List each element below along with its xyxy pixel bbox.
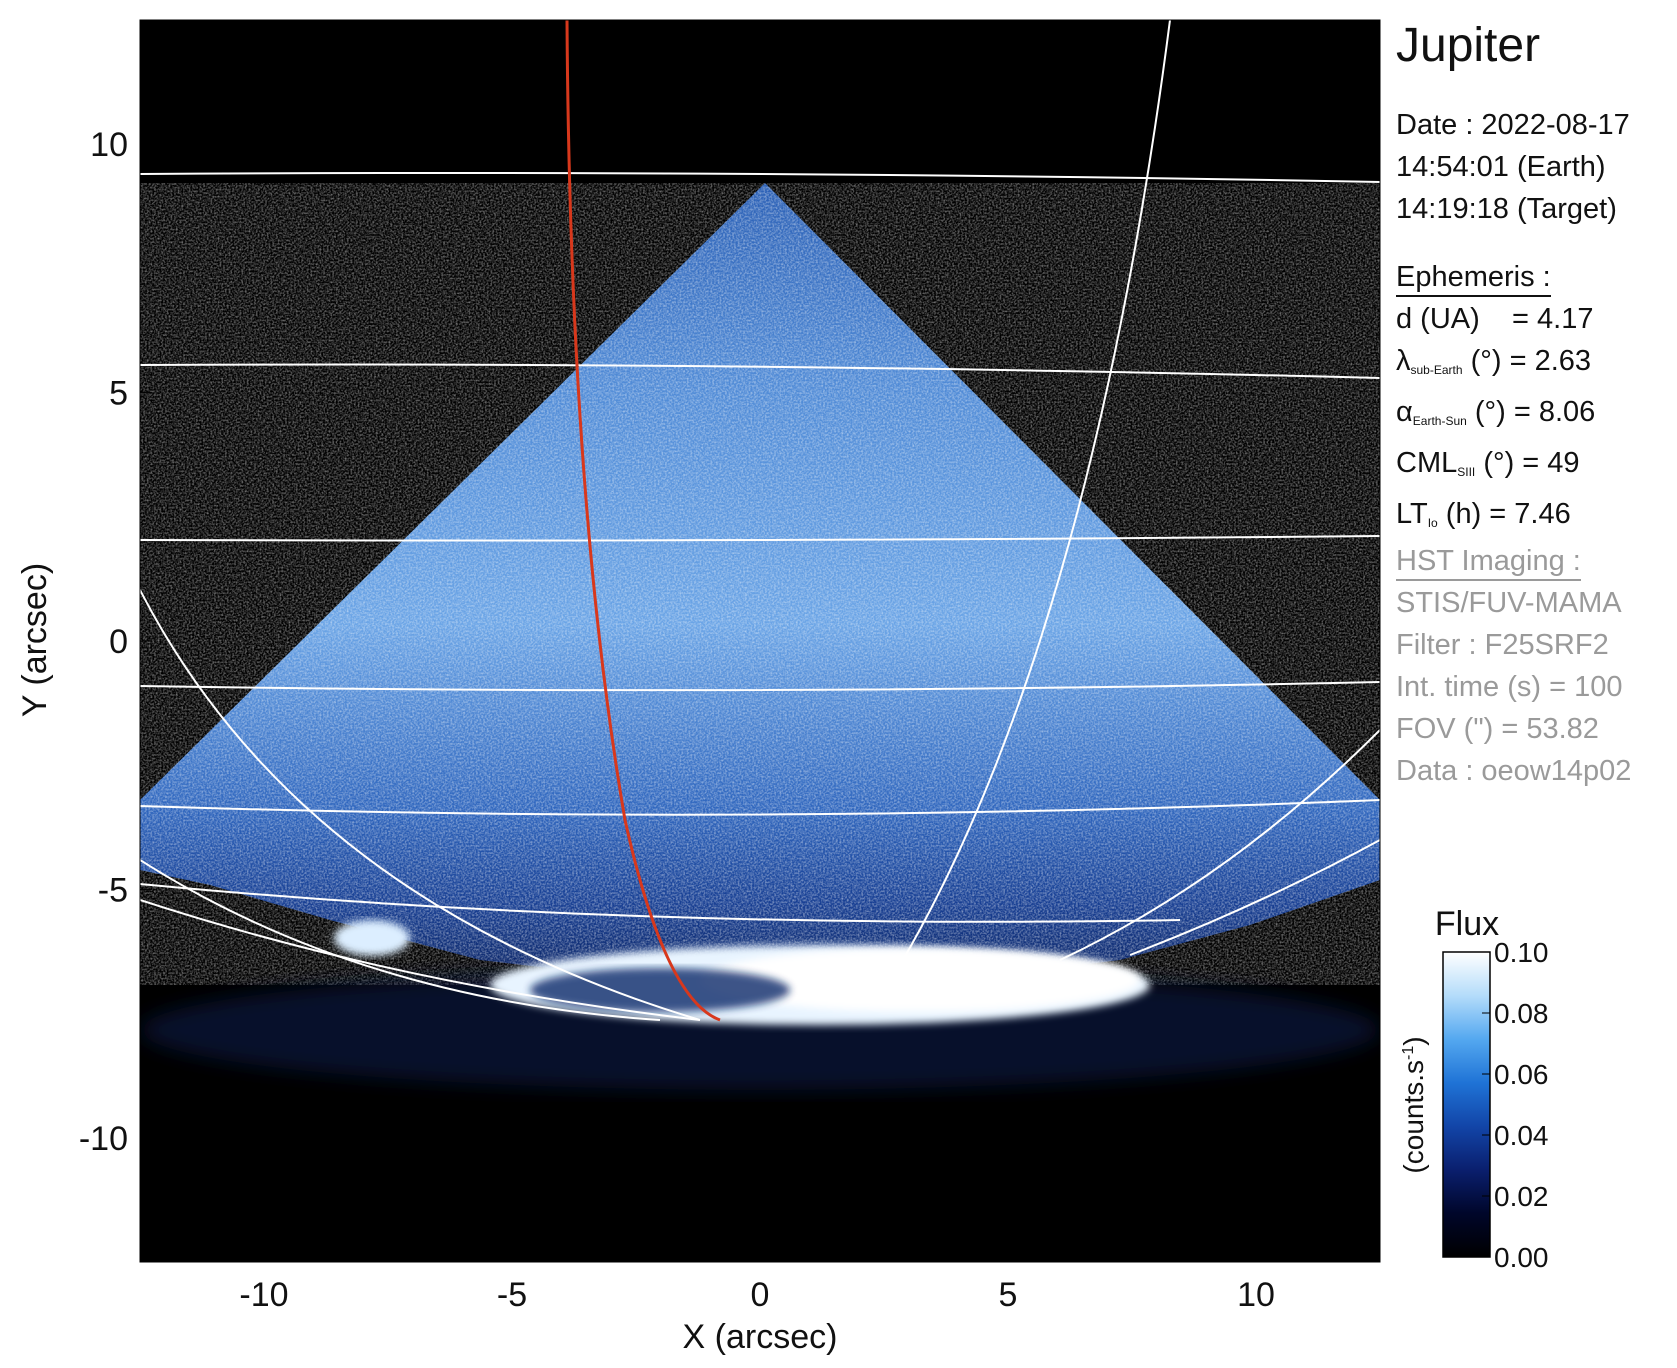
hst-filter: Filter : F25SRF2 bbox=[1396, 629, 1609, 661]
y-tick-label: 0 bbox=[109, 623, 128, 661]
y-axis-label: Y (arcsec) bbox=[16, 563, 54, 717]
y-tick-label: -5 bbox=[98, 871, 128, 909]
hst-integration-time: Int. time (s) = 100 bbox=[1396, 671, 1623, 703]
x-axis-ticks: -10 -5 0 5 10 bbox=[239, 1250, 1275, 1314]
ephemeris-phase-angle: αEarth-Sun (°) = 8.06 bbox=[1396, 396, 1596, 428]
colorbar-tick-label: 0.02 bbox=[1494, 1181, 1549, 1212]
colorbar: Flux 0.00 0.02 0.04 0.06 0.08 0.10 (counts.s-… bbox=[1398, 905, 1549, 1273]
y-axis-ticks: -10 -5 0 5 10 bbox=[79, 126, 152, 1158]
date-line: Date : 2022-08-17 bbox=[1396, 109, 1630, 141]
colorbar-tick-label: 0.08 bbox=[1494, 998, 1549, 1029]
ephemeris-heading: Ephemeris : bbox=[1396, 261, 1551, 297]
latitude-grid bbox=[140, 172, 1380, 923]
ephemeris-io-local-time: LTIo (h) = 7.46 bbox=[1396, 498, 1571, 530]
longitude-grid bbox=[140, 20, 1380, 1021]
target-title: Jupiter bbox=[1396, 19, 1541, 72]
colorbar-title: Flux bbox=[1435, 905, 1499, 943]
colorbar-tick-label: 0.06 bbox=[1494, 1059, 1549, 1090]
colorbar-tick-label: 0.00 bbox=[1494, 1242, 1549, 1273]
target-time-line: 14:19:18 (Target) bbox=[1396, 193, 1617, 225]
y-tick-label: 5 bbox=[109, 375, 128, 413]
hst-heading: HST Imaging : bbox=[1396, 545, 1581, 581]
hst-fov: FOV (") = 53.82 bbox=[1396, 713, 1599, 745]
x-tick-label: -10 bbox=[239, 1276, 288, 1314]
colorbar-unit-label: (counts.s-1) bbox=[1398, 1036, 1429, 1173]
colorbar-tick-label: 0.04 bbox=[1494, 1120, 1549, 1151]
earth-time-line: 14:54:01 (Earth) bbox=[1396, 151, 1606, 183]
y-tick-label: -10 bbox=[79, 1120, 128, 1158]
y-tick-label: 10 bbox=[90, 126, 128, 164]
x-tick-label: 10 bbox=[1237, 1276, 1275, 1314]
planet-disk-region bbox=[140, 183, 1380, 1090]
colorbar-tick-label: 0.10 bbox=[1494, 937, 1549, 968]
ephemeris-sub-earth-latitude: λsub-Earth (°) = 2.63 bbox=[1396, 345, 1592, 377]
ephemeris-distance: d (UA) = 4.17 bbox=[1396, 303, 1594, 335]
hst-block: HST Imaging : STIS/FUV-MAMA Filter : F25… bbox=[1396, 540, 1631, 792]
central-meridian-line bbox=[565, 20, 721, 1022]
x-axis-label: X (arcsec) bbox=[683, 1318, 838, 1356]
ephemeris-block: Ephemeris : d (UA) = 4.17 λsub-Earth (°)… bbox=[1396, 256, 1595, 544]
x-tick-label: 0 bbox=[751, 1276, 770, 1314]
observation-block: Date : 2022-08-17 14:54:01 (Earth) 14:19… bbox=[1396, 104, 1630, 230]
hst-dataset: Data : oeow14p02 bbox=[1396, 755, 1632, 787]
colorbar-gradient bbox=[1442, 951, 1491, 1258]
hst-instrument: STIS/FUV-MAMA bbox=[1396, 587, 1622, 619]
ephemeris-cml: CMLSIII (°) = 49 bbox=[1396, 447, 1580, 479]
x-tick-label: -5 bbox=[497, 1276, 527, 1314]
colorbar-ticks: 0.00 0.02 0.04 0.06 0.08 0.10 bbox=[1482, 937, 1549, 1273]
x-tick-label: 5 bbox=[999, 1276, 1018, 1314]
